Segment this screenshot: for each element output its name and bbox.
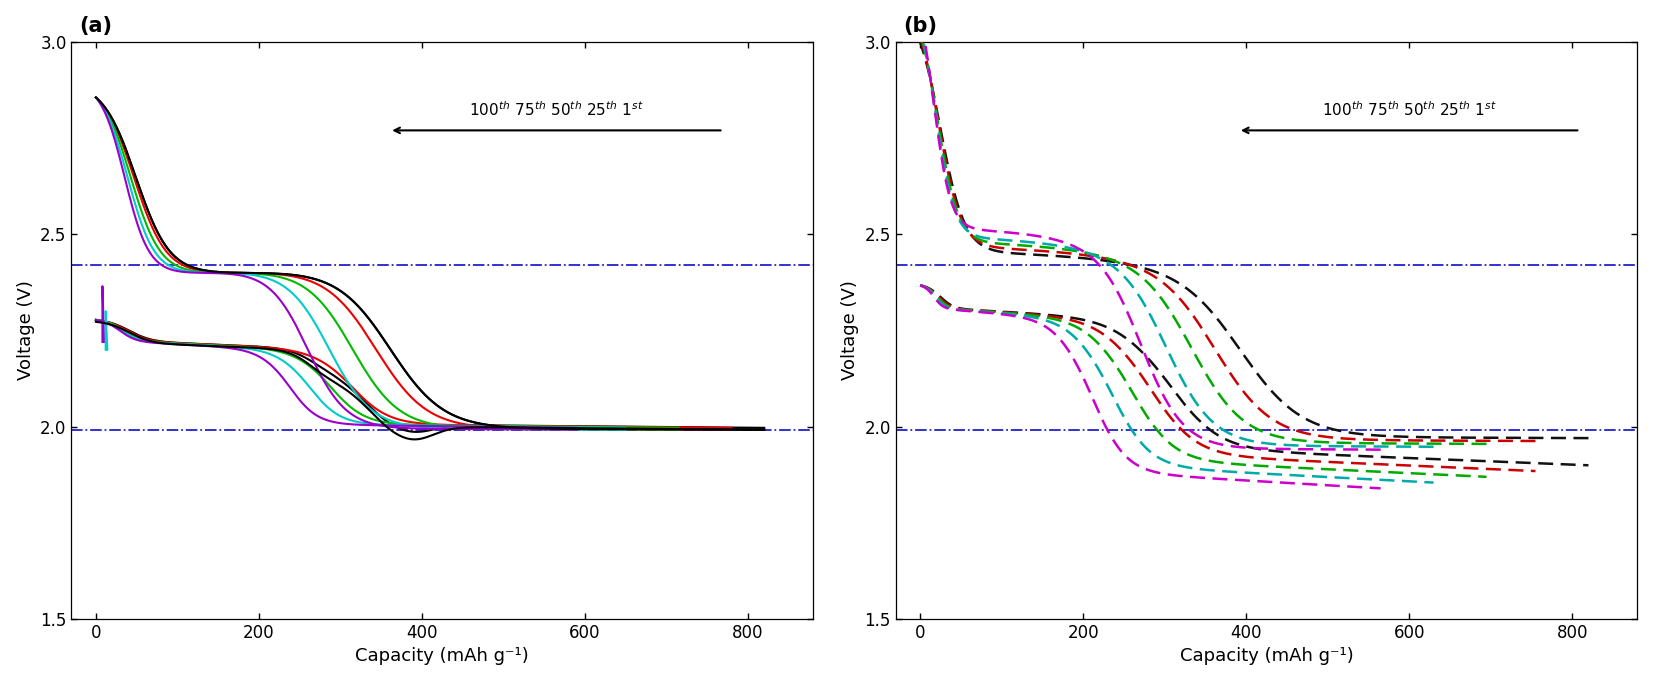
Text: 100$^{th}$ 75$^{th}$ 50$^{th}$ 25$^{th}$ 1$^{st}$: 100$^{th}$ 75$^{th}$ 50$^{th}$ 25$^{th}$…	[470, 100, 643, 119]
Text: (b): (b)	[903, 16, 938, 36]
Y-axis label: Voltage (V): Voltage (V)	[17, 280, 35, 381]
X-axis label: Capacity (mAh g⁻¹): Capacity (mAh g⁻¹)	[1179, 647, 1353, 666]
Text: 100$^{th}$ 75$^{th}$ 50$^{th}$ 25$^{th}$ 1$^{st}$: 100$^{th}$ 75$^{th}$ 50$^{th}$ 25$^{th}$…	[1322, 100, 1497, 119]
Text: (a): (a)	[79, 16, 112, 36]
Y-axis label: Voltage (V): Voltage (V)	[840, 280, 858, 381]
X-axis label: Capacity (mAh g⁻¹): Capacity (mAh g⁻¹)	[356, 647, 529, 666]
